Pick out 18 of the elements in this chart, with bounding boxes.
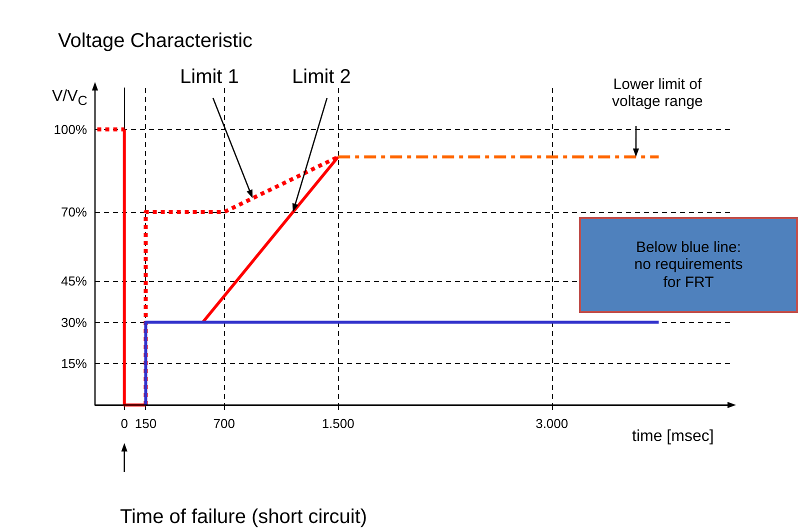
- text: Time of failure (short circuit): [120, 506, 368, 529]
- x-tick-label: 3.000: [536, 416, 568, 431]
- y-tick-label: 15%: [60, 356, 88, 372]
- y-tick-label: 100%: [54, 122, 88, 137]
- x-tick-label: 1.500: [322, 416, 354, 431]
- x-tick-label: 150: [134, 416, 157, 431]
- y-tick-label: 45%: [60, 273, 88, 288]
- annotation: Limit 2: [292, 66, 351, 89]
- x-tick-label: 700: [213, 416, 235, 431]
- callout-box: Below blue line: no requirements for FRT: [579, 217, 798, 313]
- y-tick-label: 30%: [60, 314, 88, 330]
- annotation: Limit 1: [180, 66, 239, 89]
- y-axis-title: V/V$_{C}$: [52, 88, 88, 108]
- chart-title: Voltage Characteristic: [58, 30, 253, 53]
- x-tick-label: 0: [120, 416, 128, 431]
- y-tick-label: 70%: [60, 204, 88, 220]
- annotation: Lower limit of voltage range: [612, 76, 703, 110]
- x-axis-title: time [msec]: [632, 428, 714, 446]
